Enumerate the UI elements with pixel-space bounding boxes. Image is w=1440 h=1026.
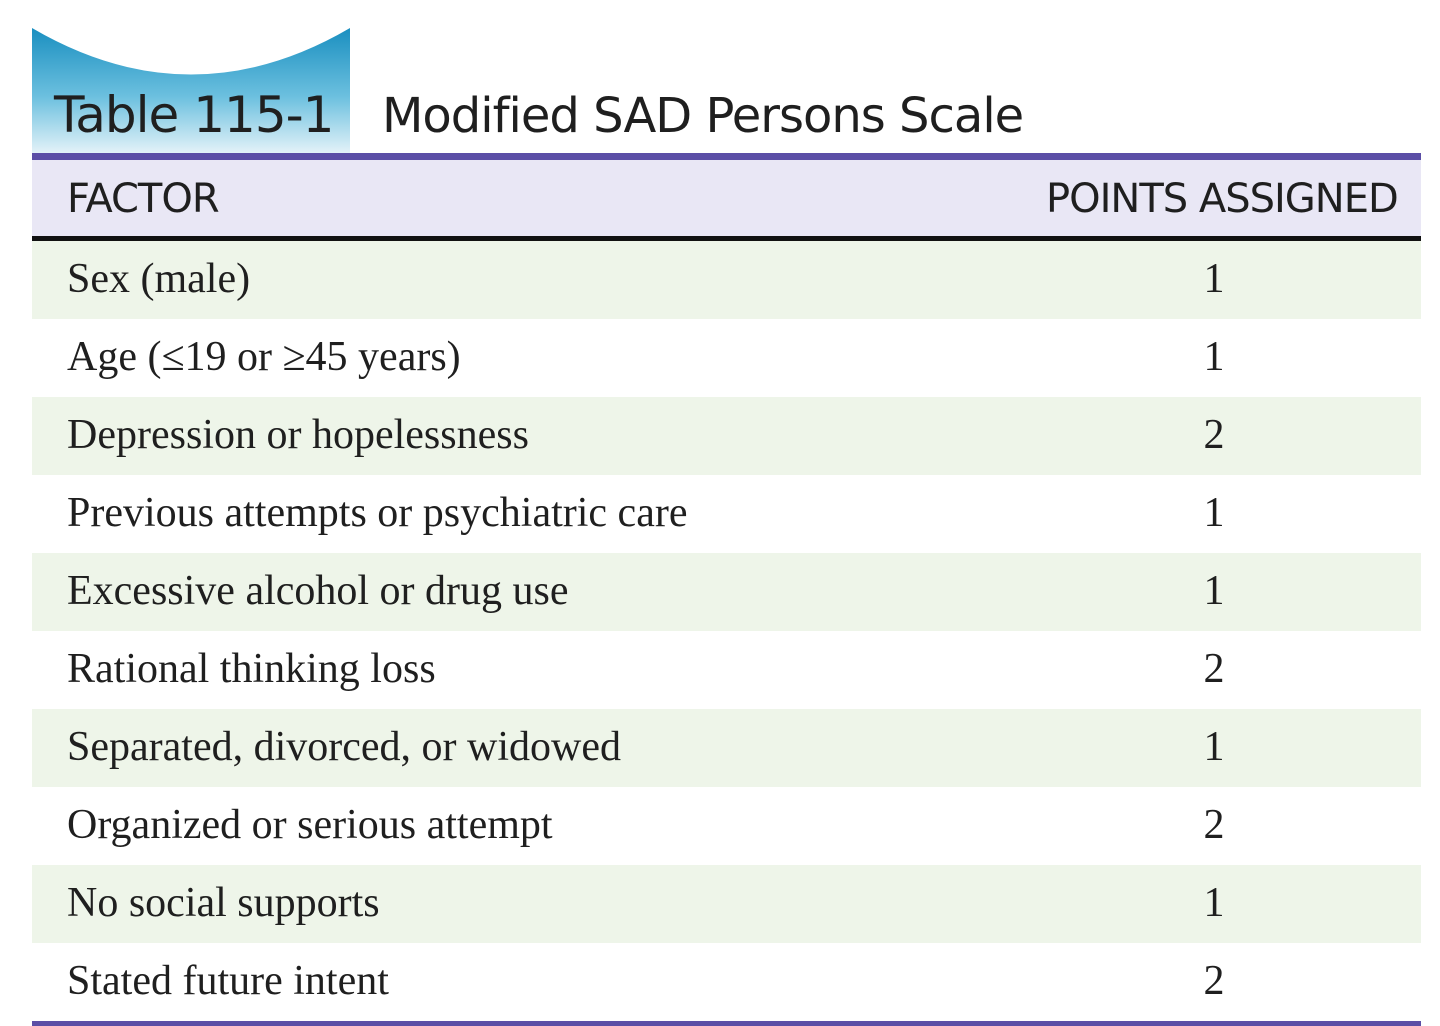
factor-cell: Rational thinking loss (67, 646, 436, 692)
points-cell: 2 (1203, 958, 1225, 1004)
points-cell: 1 (1203, 880, 1225, 926)
table-row: Stated future intent 2 (32, 943, 1421, 1021)
points-cell: 1 (1203, 490, 1225, 536)
table-row: Depression or hopelessness 2 (32, 397, 1421, 475)
column-header-points: POINTS ASSIGNED (1046, 176, 1399, 222)
table-row: Age (≤19 or ≥45 years) 1 (32, 319, 1421, 397)
factor-cell: Age (≤19 or ≥45 years) (67, 334, 461, 380)
factor-cell: Previous attempts or psychiatric care (67, 490, 688, 536)
factor-cell: Separated, divorced, or widowed (67, 724, 621, 770)
table-title: Modified SAD Persons Scale (382, 88, 1024, 144)
points-cell: 1 (1203, 334, 1225, 380)
factor-cell: Depression or hopelessness (67, 412, 529, 458)
table-number-tab: Table 115-1 (32, 26, 350, 153)
table-number: Table 115-1 (54, 86, 334, 144)
factor-cell: Sex (male) (67, 256, 251, 302)
table-row: No social supports 1 (32, 865, 1421, 943)
table-body: Sex (male) 1 Age (≤19 or ≥45 years) 1 Depres… (32, 241, 1421, 1021)
table-row: Separated, divorced, or widowed 1 (32, 709, 1421, 787)
factor-cell: Organized or serious attempt (67, 802, 553, 848)
points-cell: 1 (1203, 568, 1225, 614)
points-cell: 1 (1203, 256, 1225, 302)
points-cell: 2 (1203, 802, 1225, 848)
points-cell: 2 (1203, 646, 1225, 692)
points-cell: 2 (1203, 412, 1225, 458)
table-row: Rational thinking loss 2 (32, 631, 1421, 709)
data-table: Table 115-1 Modified SAD Persons Scale F… (32, 26, 1421, 1026)
table-row: Organized or serious attempt 2 (32, 787, 1421, 865)
factor-cell: Stated future intent (67, 958, 389, 1004)
table-row: Sex (male) 1 (32, 241, 1421, 319)
factor-cell: No social supports (67, 880, 380, 926)
table-row: Excessive alcohol or drug use 1 (32, 553, 1421, 631)
table-caption: Table 115-1 Modified SAD Persons Scale (32, 26, 1421, 153)
points-cell: 1 (1203, 724, 1225, 770)
top-rule (32, 153, 1421, 160)
column-header-factor: FACTOR (67, 176, 220, 222)
table-row: Previous attempts or psychiatric care 1 (32, 475, 1421, 553)
factor-cell: Excessive alcohol or drug use (67, 568, 569, 614)
tab-background (32, 28, 350, 153)
bottom-rule (32, 1021, 1421, 1026)
table-header-row: FACTOR POINTS ASSIGNED (32, 160, 1421, 241)
